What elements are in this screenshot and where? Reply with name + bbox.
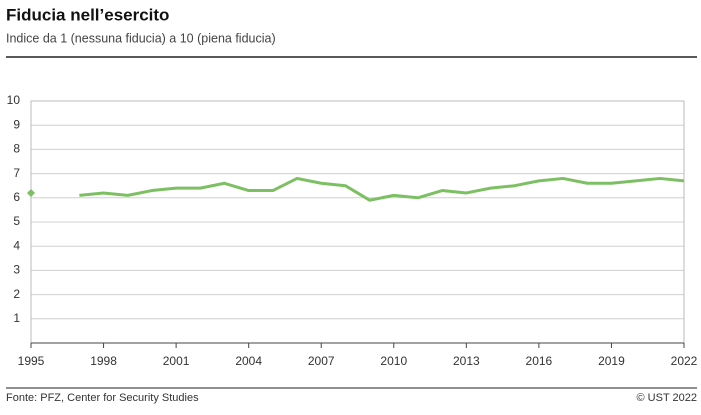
x-tick-label: 2001: [163, 354, 190, 368]
x-tick-label: 2022: [671, 354, 698, 368]
x-tick-label: 2007: [308, 354, 335, 368]
x-tick-label: 2019: [598, 354, 625, 368]
x-tick-label: 1998: [90, 354, 117, 368]
y-tick-label: 4: [13, 238, 20, 252]
y-tick-label: 5: [13, 214, 20, 228]
y-tick-label: 1: [13, 311, 20, 325]
chart-title: Fiducia nell’esercito: [6, 5, 169, 24]
y-tick-label: 2: [13, 287, 20, 301]
x-tick-label: 2016: [526, 354, 553, 368]
y-tick-label: 6: [13, 190, 20, 204]
y-tick-label: 9: [13, 117, 20, 131]
x-tick-label: 2004: [235, 354, 262, 368]
y-tick-label: 8: [13, 142, 20, 156]
chart-subtitle: Indice da 1 (nessuna fiducia) a 10 (pien…: [6, 31, 276, 45]
data-line: [79, 176, 685, 202]
copyright: © UST 2022: [637, 392, 698, 404]
y-tick-label: 3: [13, 263, 20, 277]
data-point: [27, 188, 35, 197]
x-tick-label: 2010: [380, 354, 407, 368]
source: Fonte: PFZ, Center for Security Studies: [6, 392, 199, 404]
x-tick-label: 1995: [18, 354, 45, 368]
y-tick-label: 10: [7, 93, 21, 107]
y-tick-label: 7: [13, 166, 20, 180]
x-tick-label: 2013: [453, 354, 480, 368]
